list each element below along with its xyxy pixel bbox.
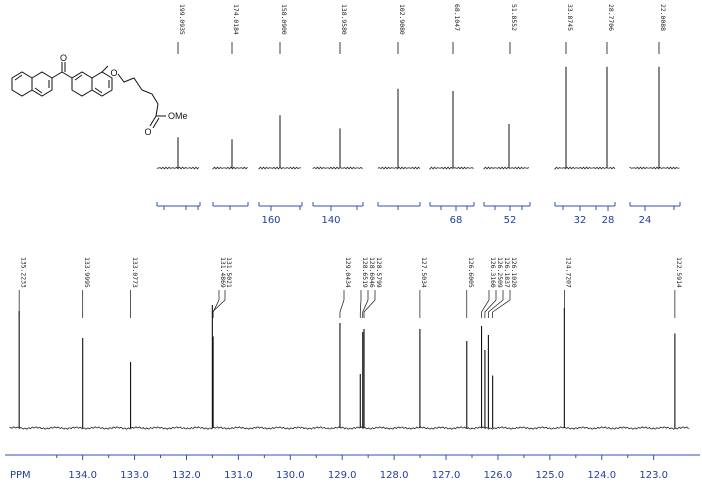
inset-scale-label: 32 xyxy=(574,215,587,226)
peak-label: 129.0434 xyxy=(344,257,352,288)
x-axis-title: PPM xyxy=(10,470,31,481)
inset-peak-label: 68.1047 xyxy=(453,4,461,31)
peak-leader xyxy=(339,290,345,318)
inset-spectrum-2: 174.0184 xyxy=(212,4,249,210)
peak-label: 122.5914 xyxy=(675,257,683,288)
inset-peak-label: 28.7706 xyxy=(607,4,615,31)
main-baseline xyxy=(9,426,690,430)
spectrum-peak: 128.6519 xyxy=(359,257,369,428)
inset-scale-label: 140 xyxy=(321,215,340,226)
peak-label: 133.0773 xyxy=(131,257,139,288)
peak-label: 135.2233 xyxy=(19,257,27,288)
spectrum-peak: 133.9995 xyxy=(82,257,91,428)
spectrum-peak: 126.2509 xyxy=(484,257,504,428)
peak-label: 131.4869 xyxy=(219,257,227,288)
inset-scale-label: 160 xyxy=(261,215,280,226)
inset-peak-label: 51.8552 xyxy=(510,4,518,31)
inset-spectrum-6: 68.1047 68 xyxy=(429,4,475,226)
inset-spectrum-8: 33.8745 28.7706 32 28 xyxy=(554,4,616,226)
inset-peak-label: 199.0935 xyxy=(178,4,186,35)
peak-label: 124.7207 xyxy=(565,257,573,288)
peak-label: 126.3160 xyxy=(489,257,497,288)
x-axis-tick-label: 125.0 xyxy=(536,470,565,481)
spectrum-peak: 131.4869 xyxy=(212,257,227,428)
peak-leader xyxy=(362,290,369,318)
inset-peak-label: 174.0184 xyxy=(232,4,240,35)
peak-label: 128.6046 xyxy=(368,257,376,288)
x-axis-tick-label: 132.0 xyxy=(172,470,201,481)
peak-leader xyxy=(211,290,226,318)
inset-spectrum-9: 22.0088 24 xyxy=(629,4,681,226)
x-axis-tick-label: 129.0 xyxy=(328,470,357,481)
x-axis-tick-label: 130.0 xyxy=(276,470,305,481)
molecule-structure xyxy=(11,62,166,129)
spectrum-peak: 126.6005 xyxy=(466,257,475,428)
spectrum-peak: 126.1837 xyxy=(487,257,511,428)
ester-o-label: O xyxy=(144,127,151,137)
spectrum-peak: 124.7207 xyxy=(563,257,573,428)
peak-label: 133.9995 xyxy=(83,257,91,288)
x-axis-tick-label: 131.0 xyxy=(224,470,253,481)
inset-scale-label: 68 xyxy=(450,215,463,226)
carbonyl-o-label: O xyxy=(60,53,67,63)
peak-leader xyxy=(492,290,511,318)
peak-leader xyxy=(484,290,497,318)
x-axis-tick-label: 123.0 xyxy=(639,470,668,481)
spectrum-peak: 135.2233 xyxy=(18,257,27,428)
inset-baseline xyxy=(429,166,474,170)
spectrum-peak: 127.5034 xyxy=(419,257,428,428)
peak-leader xyxy=(481,290,490,318)
inset-peak-label: 102.9080 xyxy=(398,4,406,35)
inset-spectrum-1: 199.0935 xyxy=(156,4,201,210)
peak-label: 126.2509 xyxy=(496,257,504,288)
substituent-label: OMe xyxy=(168,111,188,121)
ether-o-label: O xyxy=(110,68,117,78)
inset-spectrum-7: 51.8552 52 xyxy=(483,4,531,226)
spectrum-peak: 122.5914 xyxy=(674,257,683,428)
peak-leader xyxy=(363,290,376,318)
inset-baseline xyxy=(377,166,421,170)
peak-leader xyxy=(488,290,504,318)
spectrum-peak: 133.0773 xyxy=(130,257,139,428)
x-axis-tick-label: 134.0 xyxy=(68,470,97,481)
inset-baseline xyxy=(258,166,302,170)
inset-spectrum-5: 102.9080 xyxy=(377,4,421,210)
x-axis-tick-label: 127.0 xyxy=(432,470,461,481)
peak-label: 126.1020 xyxy=(510,257,518,288)
spectrum-peak: 128.6046 xyxy=(362,257,376,428)
inset-baseline xyxy=(156,166,200,170)
peak-leader xyxy=(212,290,220,318)
spectrum-peak: 128.5799 xyxy=(363,257,383,428)
inset-baseline xyxy=(629,166,680,170)
spectrum-peak: 126.3160 xyxy=(480,257,497,428)
peak-label: 127.5034 xyxy=(420,257,428,288)
x-axis-tick-label: 128.0 xyxy=(380,470,409,481)
inset-baseline xyxy=(312,166,363,170)
peak-label: 126.6005 xyxy=(467,257,475,288)
peak-label: 131.5021 xyxy=(225,257,233,288)
inset-spectrum-3: 158.0900 160 xyxy=(258,4,303,226)
x-axis-tick-label: 124.0 xyxy=(587,470,616,481)
x-axis-tick-label: 126.0 xyxy=(484,470,513,481)
spectrum-peak: 129.0434 xyxy=(339,257,352,428)
inset-baseline xyxy=(212,166,248,170)
peak-label: 128.6519 xyxy=(361,257,369,288)
inset-baseline xyxy=(483,166,530,170)
inset-scale-label: 28 xyxy=(602,215,615,226)
inset-spectrum-4: 138.9580 140 xyxy=(312,4,364,226)
peak-leader xyxy=(359,290,362,318)
inset-peak-label: 22.0088 xyxy=(659,4,667,31)
spectrum-peak: 131.5021 xyxy=(211,257,233,428)
inset-baseline xyxy=(554,166,616,170)
inset-peak-label: 158.0900 xyxy=(280,4,288,35)
peak-label: 128.5799 xyxy=(375,257,383,288)
inset-scale-label: 52 xyxy=(504,215,517,226)
inset-scale-label: 24 xyxy=(639,215,652,226)
spectrum-peak: 126.1020 xyxy=(492,257,518,428)
peak-label: 126.1837 xyxy=(503,257,511,288)
inset-peak-label: 33.8745 xyxy=(566,4,574,31)
inset-peak-label: 138.9580 xyxy=(340,4,348,35)
x-axis-tick-label: 133.0 xyxy=(120,470,149,481)
